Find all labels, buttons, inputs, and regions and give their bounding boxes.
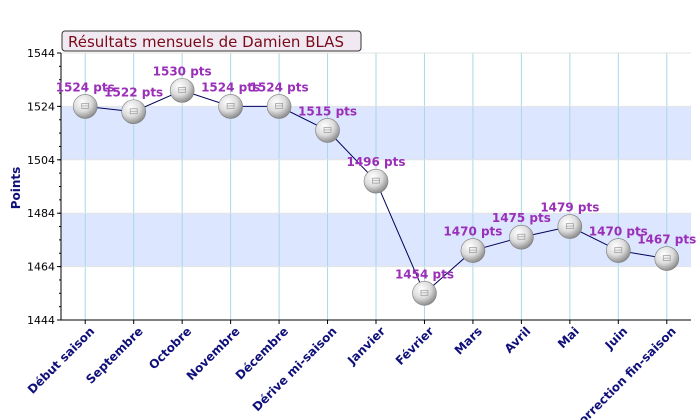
x-tick-label: Octobre bbox=[146, 324, 194, 372]
data-point bbox=[121, 99, 146, 125]
data-point bbox=[315, 118, 340, 143]
chart-title: Résultats mensuels de Damien BLAS bbox=[68, 33, 344, 51]
data-label: 1454 pts bbox=[395, 267, 454, 281]
data-point bbox=[72, 94, 98, 119]
data-point bbox=[654, 246, 680, 271]
data-label: 1524 pts bbox=[56, 80, 115, 94]
data-point bbox=[460, 238, 486, 263]
x-tick-label: Février bbox=[393, 324, 437, 368]
data-label: 1479 pts bbox=[540, 201, 599, 215]
y-tick-label: 1504 bbox=[27, 154, 55, 167]
data-point bbox=[412, 280, 437, 306]
x-tick-label: Dérive mi-saison bbox=[250, 324, 340, 414]
data-point bbox=[266, 94, 292, 119]
x-tick-label: Avril bbox=[502, 324, 534, 356]
data-label: 1467 pts bbox=[637, 233, 696, 247]
y-tick-label: 1444 bbox=[27, 314, 55, 327]
data-label: 1470 pts bbox=[589, 225, 648, 239]
data-label: 1522 pts bbox=[104, 86, 163, 100]
x-tick-label: Janvier bbox=[344, 324, 388, 368]
data-label: 1470 pts bbox=[443, 225, 502, 239]
y-tick-label: 1544 bbox=[27, 47, 55, 60]
y-tick-label: 1484 bbox=[27, 207, 55, 220]
data-point bbox=[557, 214, 583, 239]
data-point bbox=[169, 78, 195, 103]
data-label: 1524 pts bbox=[250, 80, 309, 94]
x-tick-label: Juin bbox=[602, 324, 631, 353]
y-tick-label: 1464 bbox=[27, 261, 55, 274]
data-label: 1475 pts bbox=[492, 211, 551, 225]
y-tick-label: 1524 bbox=[27, 100, 55, 113]
data-label: 1496 pts bbox=[346, 155, 405, 169]
x-tick-label: Mai bbox=[555, 324, 582, 351]
x-tick-label: Mars bbox=[452, 324, 485, 357]
data-point bbox=[509, 224, 534, 250]
x-tick-label: Début saison bbox=[25, 324, 97, 396]
data-label: 1515 pts bbox=[298, 104, 357, 118]
y-axis-title: Points bbox=[9, 167, 23, 210]
chart-title-box: Résultats mensuels de Damien BLAS bbox=[61, 30, 362, 52]
data-label: 1530 pts bbox=[153, 64, 212, 78]
data-point bbox=[363, 168, 389, 194]
data-point bbox=[606, 238, 631, 263]
data-label: 1524 pts bbox=[201, 80, 260, 94]
data-point bbox=[218, 94, 243, 119]
